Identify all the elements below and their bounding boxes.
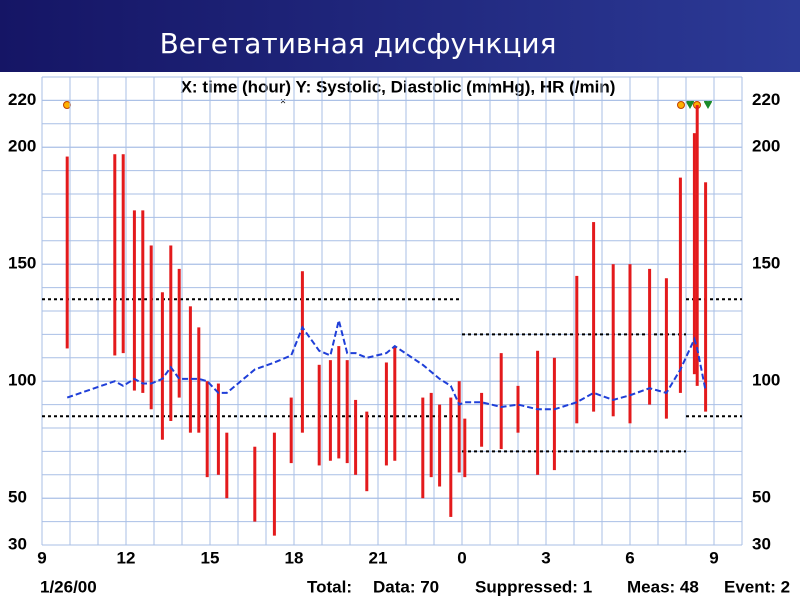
bp-bar — [225, 432, 229, 499]
x-tick-label: 6 — [625, 548, 634, 567]
x-tick-label: 18 — [285, 548, 304, 567]
x-tick-label: 3 — [541, 548, 550, 567]
bp-bar — [384, 362, 388, 466]
title-band — [0, 0, 800, 72]
x-tick-label: 9 — [37, 548, 46, 567]
bp-bar — [300, 271, 304, 433]
y-tick-label: 30 — [8, 534, 27, 553]
bp-bar — [65, 156, 69, 349]
bp-bar — [160, 292, 164, 440]
event-marker — [704, 100, 712, 109]
bp-bar — [449, 397, 453, 517]
bp-bar — [113, 154, 117, 356]
bp-bar — [438, 404, 442, 487]
bp-bar — [132, 210, 136, 391]
hr-line — [66, 320, 707, 411]
footer-data: Data: 70 — [373, 577, 439, 596]
bp-bar — [169, 245, 173, 421]
bp-bar — [695, 105, 699, 386]
x-tick-label: 15 — [201, 548, 220, 567]
y2-tick-label: 200 — [752, 137, 780, 156]
bp-bar — [678, 177, 682, 393]
chart-title: X: time (hour) Y: Systolic, Diastolic (m… — [181, 77, 616, 96]
bp-bar — [197, 327, 201, 433]
bp-bar — [536, 350, 540, 475]
plot — [41, 76, 743, 546]
y-tick-label: 50 — [8, 488, 27, 507]
bp-bar — [516, 385, 520, 433]
bp-bar — [499, 353, 503, 450]
bp-bar — [328, 360, 332, 461]
bp-bar — [177, 268, 181, 398]
footer-suppressed: Suppressed: 1 — [475, 577, 592, 596]
bp-bar — [628, 264, 632, 424]
bp-bar — [704, 182, 708, 412]
bp-bar — [421, 397, 425, 499]
bp-bar — [664, 278, 668, 419]
bp-bar — [592, 222, 596, 412]
bp-bar — [354, 399, 358, 475]
bp-bar — [575, 275, 579, 424]
event-marker — [677, 101, 685, 109]
footer-total: Total: — [307, 577, 352, 596]
bp-bar — [552, 357, 556, 471]
y-tick-label: 150 — [8, 254, 36, 273]
y-tick-label: 200 — [8, 137, 36, 156]
bp-bar — [317, 364, 321, 466]
bp-bar — [289, 397, 293, 464]
marker-x: × — [280, 97, 286, 108]
bp-bar — [345, 360, 349, 464]
footer-event: Event: 2 — [724, 577, 790, 596]
x-tick-label: 21 — [369, 548, 388, 567]
bp-bar — [216, 383, 220, 475]
event-markers — [63, 100, 712, 109]
bp-bar — [393, 346, 397, 461]
y2-tick-label: 50 — [752, 488, 771, 507]
footer-meas: Meas: 48 — [627, 577, 699, 596]
bp-bar — [463, 418, 467, 478]
x-tick-label: 12 — [117, 548, 136, 567]
bp-bar — [692, 133, 696, 375]
bp-bar — [272, 432, 276, 536]
footer-date: 1/26/00 — [40, 577, 97, 596]
bp-bar — [365, 411, 369, 492]
y2-tick-label: 150 — [752, 254, 780, 273]
bp-bar — [205, 381, 209, 478]
bp-bar — [253, 446, 257, 522]
slide-title: Вегетативная дисфункция — [160, 27, 557, 60]
bp-bar — [149, 245, 153, 410]
bp-bar — [457, 381, 461, 473]
bp-bar — [121, 154, 125, 354]
bp-bar — [337, 346, 341, 459]
bp-bar — [141, 210, 145, 393]
y-tick-label: 220 — [8, 90, 36, 109]
y2-tick-label: 30 — [752, 534, 771, 553]
bp-bar — [648, 268, 652, 405]
event-marker — [686, 100, 694, 109]
bp-bar — [611, 264, 615, 417]
y-tick-label: 100 — [8, 371, 36, 390]
x-tick-label: 0 — [457, 548, 466, 567]
bp-bar — [480, 392, 484, 447]
bp-bar — [188, 306, 192, 433]
event-marker — [63, 101, 71, 109]
bp-bar — [429, 392, 433, 478]
x-tick-label: 9 — [709, 548, 718, 567]
y2-tick-label: 220 — [752, 90, 780, 109]
y2-tick-label: 100 — [752, 371, 780, 390]
